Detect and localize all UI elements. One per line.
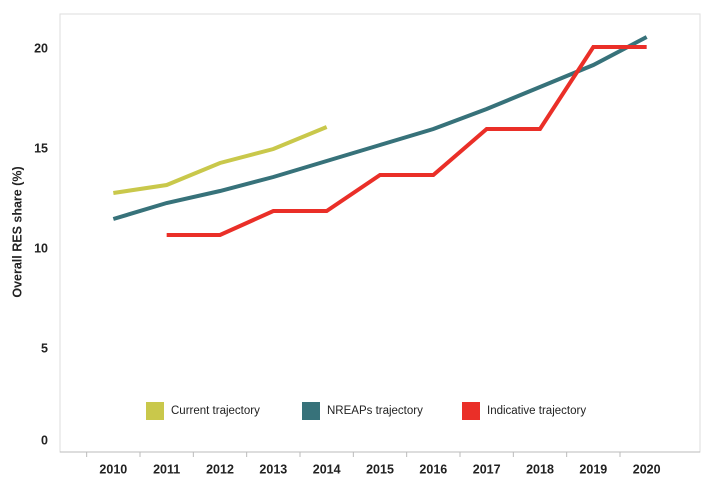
x-tick-label: 2012	[206, 462, 234, 476]
plot-frame	[59, 13, 701, 453]
series-line	[113, 125, 328, 195]
legend-swatch	[462, 402, 480, 420]
x-tick-label: 2015	[366, 462, 394, 476]
y-tick-label: 0	[41, 433, 48, 447]
y-tick-label: 5	[41, 341, 48, 355]
series-line	[112, 35, 648, 221]
legend-swatch	[302, 402, 320, 420]
x-tick-label: 2018	[526, 462, 554, 476]
y-tick-label: 20	[34, 41, 48, 55]
series-line	[166, 45, 647, 237]
x-tick-label: 2014	[313, 462, 341, 476]
legend-swatch	[146, 402, 164, 420]
x-tick-label: 2020	[633, 462, 661, 476]
x-tick-label: 2017	[473, 462, 501, 476]
x-tick-label: 2013	[259, 462, 287, 476]
y-tick-label: 10	[34, 241, 48, 255]
x-tick-label: 2016	[419, 462, 447, 476]
legend-label: Current trajectory	[171, 405, 260, 417]
y-tick-label: 15	[34, 141, 48, 155]
legend-label: NREAPs trajectory	[327, 405, 423, 417]
x-tick-label: 2010	[99, 462, 127, 476]
x-tick-label: 2019	[579, 462, 607, 476]
x-tick-label: 2011	[153, 462, 180, 476]
legend-label: Indicative trajectory	[487, 405, 586, 417]
y-axis-label: Overall RES share (%)	[10, 166, 24, 297]
